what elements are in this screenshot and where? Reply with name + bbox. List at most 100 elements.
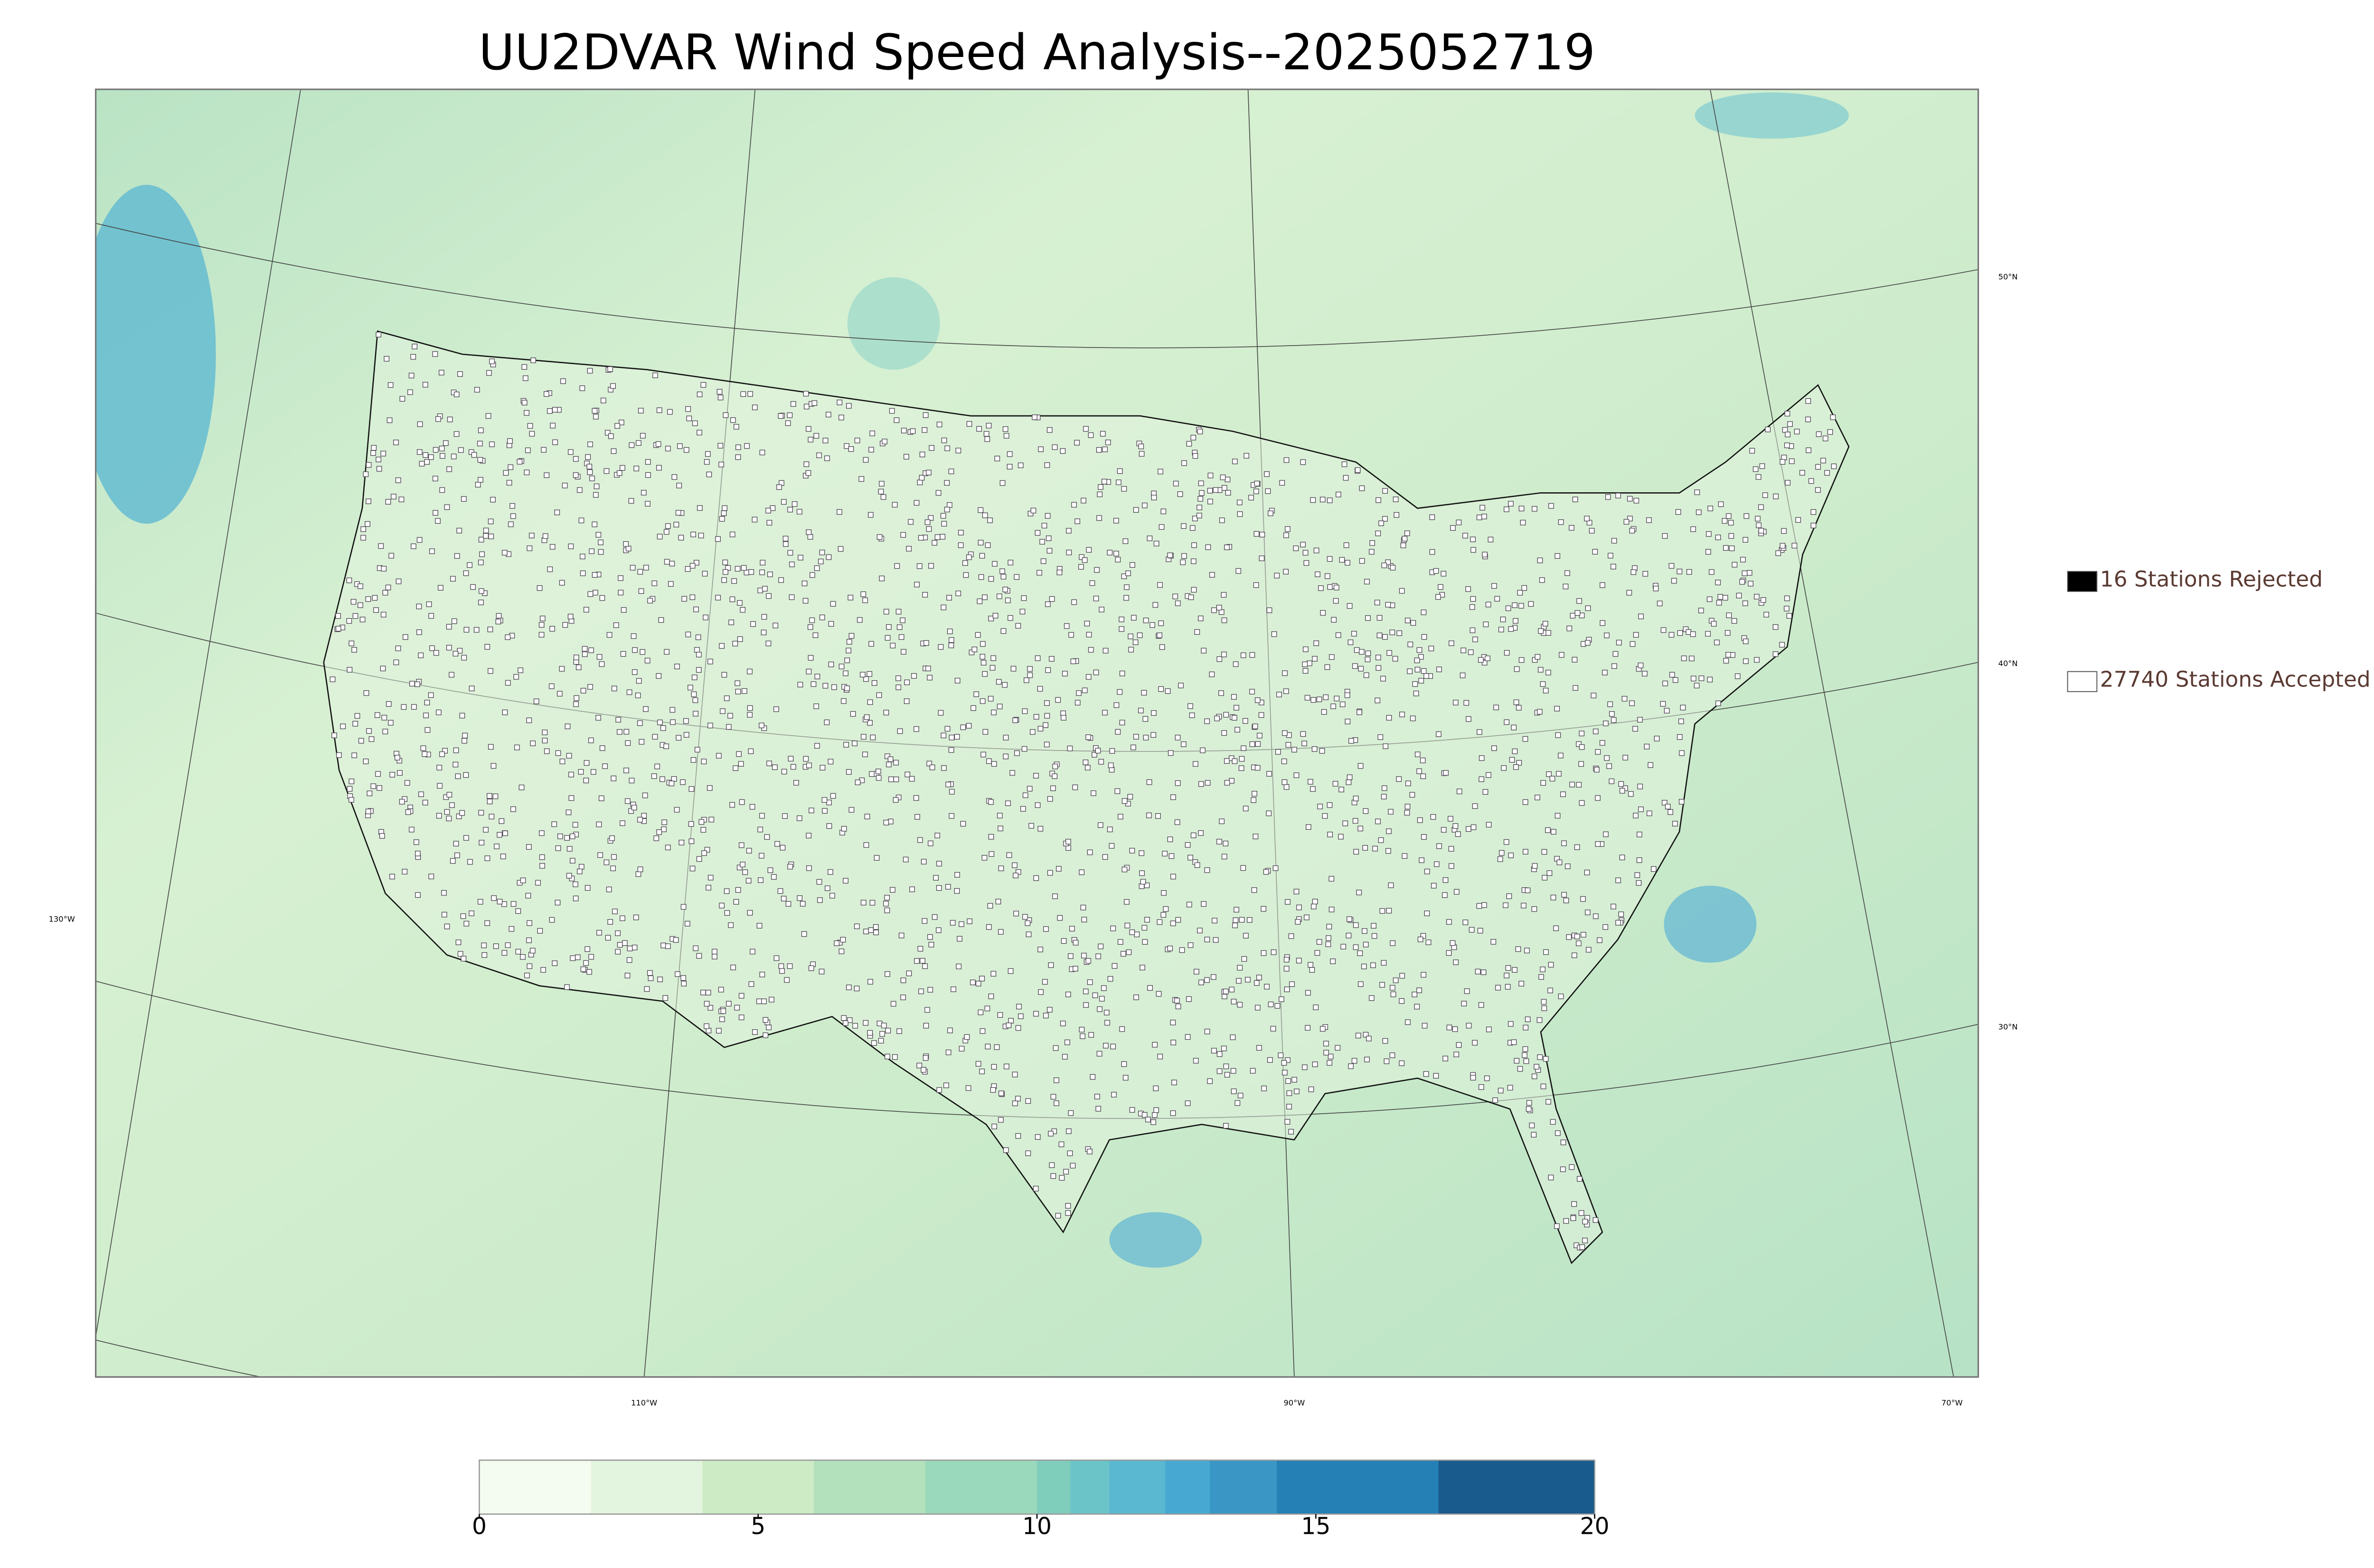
station-marker — [433, 510, 438, 516]
station-marker — [587, 591, 594, 597]
station-marker — [582, 651, 588, 657]
station-marker — [572, 822, 578, 828]
station-marker — [654, 763, 660, 770]
station-marker — [1755, 516, 1761, 522]
colorbar: 0 5 10 15 20 — [472, 1459, 1610, 1540]
station-marker — [505, 942, 511, 948]
station-marker — [1542, 874, 1548, 881]
station-marker — [573, 881, 578, 887]
lat-label: 30°N — [1998, 1023, 2018, 1032]
station-marker — [615, 717, 622, 723]
station-marker — [796, 509, 802, 515]
station-marker — [1282, 670, 1288, 676]
station-marker — [481, 942, 487, 948]
station-marker — [914, 814, 920, 820]
station-marker — [606, 632, 612, 638]
station-marker — [510, 901, 517, 907]
station-marker — [457, 371, 463, 377]
station-marker — [1085, 674, 1092, 680]
station-marker — [680, 904, 687, 910]
station-marker — [1207, 1078, 1213, 1084]
station-marker — [986, 758, 992, 764]
station-marker — [769, 996, 774, 1003]
station-marker — [1197, 615, 1204, 621]
station-marker — [886, 761, 892, 768]
station-marker — [1563, 897, 1569, 903]
station-marker — [409, 681, 415, 687]
station-marker — [1103, 1010, 1110, 1015]
station-marker — [776, 484, 782, 490]
station-marker — [447, 416, 453, 423]
station-marker — [1446, 1024, 1452, 1031]
station-marker — [1033, 875, 1039, 881]
station-marker — [970, 705, 976, 711]
station-marker — [1609, 711, 1615, 717]
station-marker — [1726, 513, 1732, 519]
station-marker — [1113, 551, 1119, 556]
station-marker — [1662, 680, 1668, 686]
station-marker — [629, 778, 635, 784]
station-marker — [1347, 916, 1352, 922]
station-marker — [1119, 616, 1124, 622]
station-marker — [567, 613, 574, 620]
station-marker — [653, 835, 659, 841]
station-marker — [1129, 1107, 1135, 1113]
station-marker — [926, 526, 932, 532]
station-marker — [1675, 509, 1681, 515]
station-marker — [1162, 851, 1168, 857]
station-marker — [593, 590, 598, 596]
station-marker — [1158, 469, 1163, 475]
station-marker — [645, 501, 650, 507]
station-marker — [439, 751, 445, 757]
station-marker — [781, 499, 787, 505]
station-marker — [1080, 904, 1086, 911]
station-marker — [1074, 440, 1080, 446]
station-marker — [1313, 547, 1319, 554]
station-marker — [1785, 432, 1790, 438]
station-marker — [1511, 724, 1517, 731]
station-marker — [767, 572, 773, 577]
station-marker — [1119, 1026, 1125, 1032]
station-marker — [1619, 788, 1625, 794]
station-marker — [816, 879, 822, 885]
station-marker — [1446, 919, 1452, 925]
station-marker — [701, 759, 707, 764]
station-marker — [949, 637, 954, 643]
station-marker — [1236, 978, 1242, 984]
station-marker — [1017, 462, 1024, 469]
station-marker — [1475, 968, 1481, 975]
station-marker — [778, 413, 784, 419]
station-marker — [1157, 919, 1163, 925]
station-marker — [477, 899, 483, 905]
station-marker — [1267, 1057, 1273, 1063]
station-marker — [781, 769, 787, 775]
station-marker — [1560, 1166, 1566, 1172]
station-marker — [947, 629, 953, 634]
station-marker — [514, 744, 520, 751]
station-marker — [1141, 690, 1147, 696]
station-marker — [1096, 1051, 1102, 1057]
station-marker — [505, 634, 511, 640]
station-marker — [1722, 595, 1728, 601]
station-marker — [1550, 894, 1556, 901]
station-marker — [1131, 615, 1137, 621]
station-marker — [1190, 435, 1196, 441]
station-marker — [1523, 1058, 1529, 1064]
station-marker — [636, 678, 642, 684]
station-marker — [611, 775, 617, 781]
station-marker — [1477, 729, 1482, 735]
station-marker — [1545, 1099, 1551, 1105]
station-marker — [890, 887, 895, 893]
station-marker — [499, 818, 505, 824]
station-marker — [573, 701, 579, 707]
station-marker — [1484, 1075, 1490, 1081]
station-marker — [805, 470, 811, 476]
station-marker — [1150, 1119, 1156, 1125]
station-marker — [502, 709, 508, 715]
station-marker — [806, 529, 812, 535]
station-marker — [620, 820, 625, 826]
station-marker — [1156, 991, 1162, 997]
station-marker — [637, 817, 643, 823]
station-marker — [1576, 741, 1582, 747]
station-marker — [758, 877, 763, 883]
